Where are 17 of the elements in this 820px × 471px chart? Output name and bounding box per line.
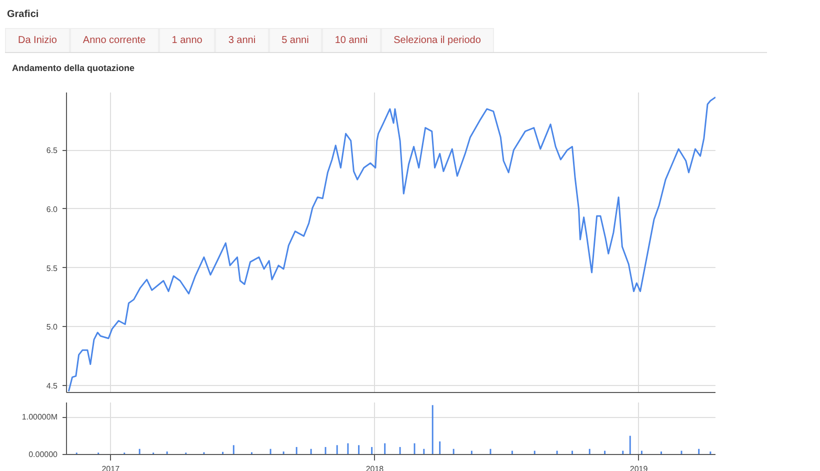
y-tick-label: 1.00000M xyxy=(22,412,58,422)
y-tick-label: 6.5 xyxy=(46,146,58,156)
text: 3 anni xyxy=(215,28,269,52)
text: 5 anni xyxy=(268,28,322,52)
text: 10 anni xyxy=(322,28,381,52)
text: 1 anno xyxy=(158,28,216,52)
y-tick-label: 5.0 xyxy=(46,322,58,332)
y-tick-label: 6.0 xyxy=(46,204,58,214)
text: Da Inizio xyxy=(5,28,70,52)
y-tick-label: 5.5 xyxy=(46,264,58,273)
text: Seleziona il periodo xyxy=(380,28,494,52)
chart-subtitle: Andamento della quotazione xyxy=(12,63,136,73)
y-tick-label: 0.00000 xyxy=(28,450,58,459)
line-series xyxy=(68,96,716,392)
chart-title: Grafici xyxy=(7,9,40,20)
y-tick-label: 4.5 xyxy=(46,381,58,390)
text: Anno corrente xyxy=(70,28,159,52)
